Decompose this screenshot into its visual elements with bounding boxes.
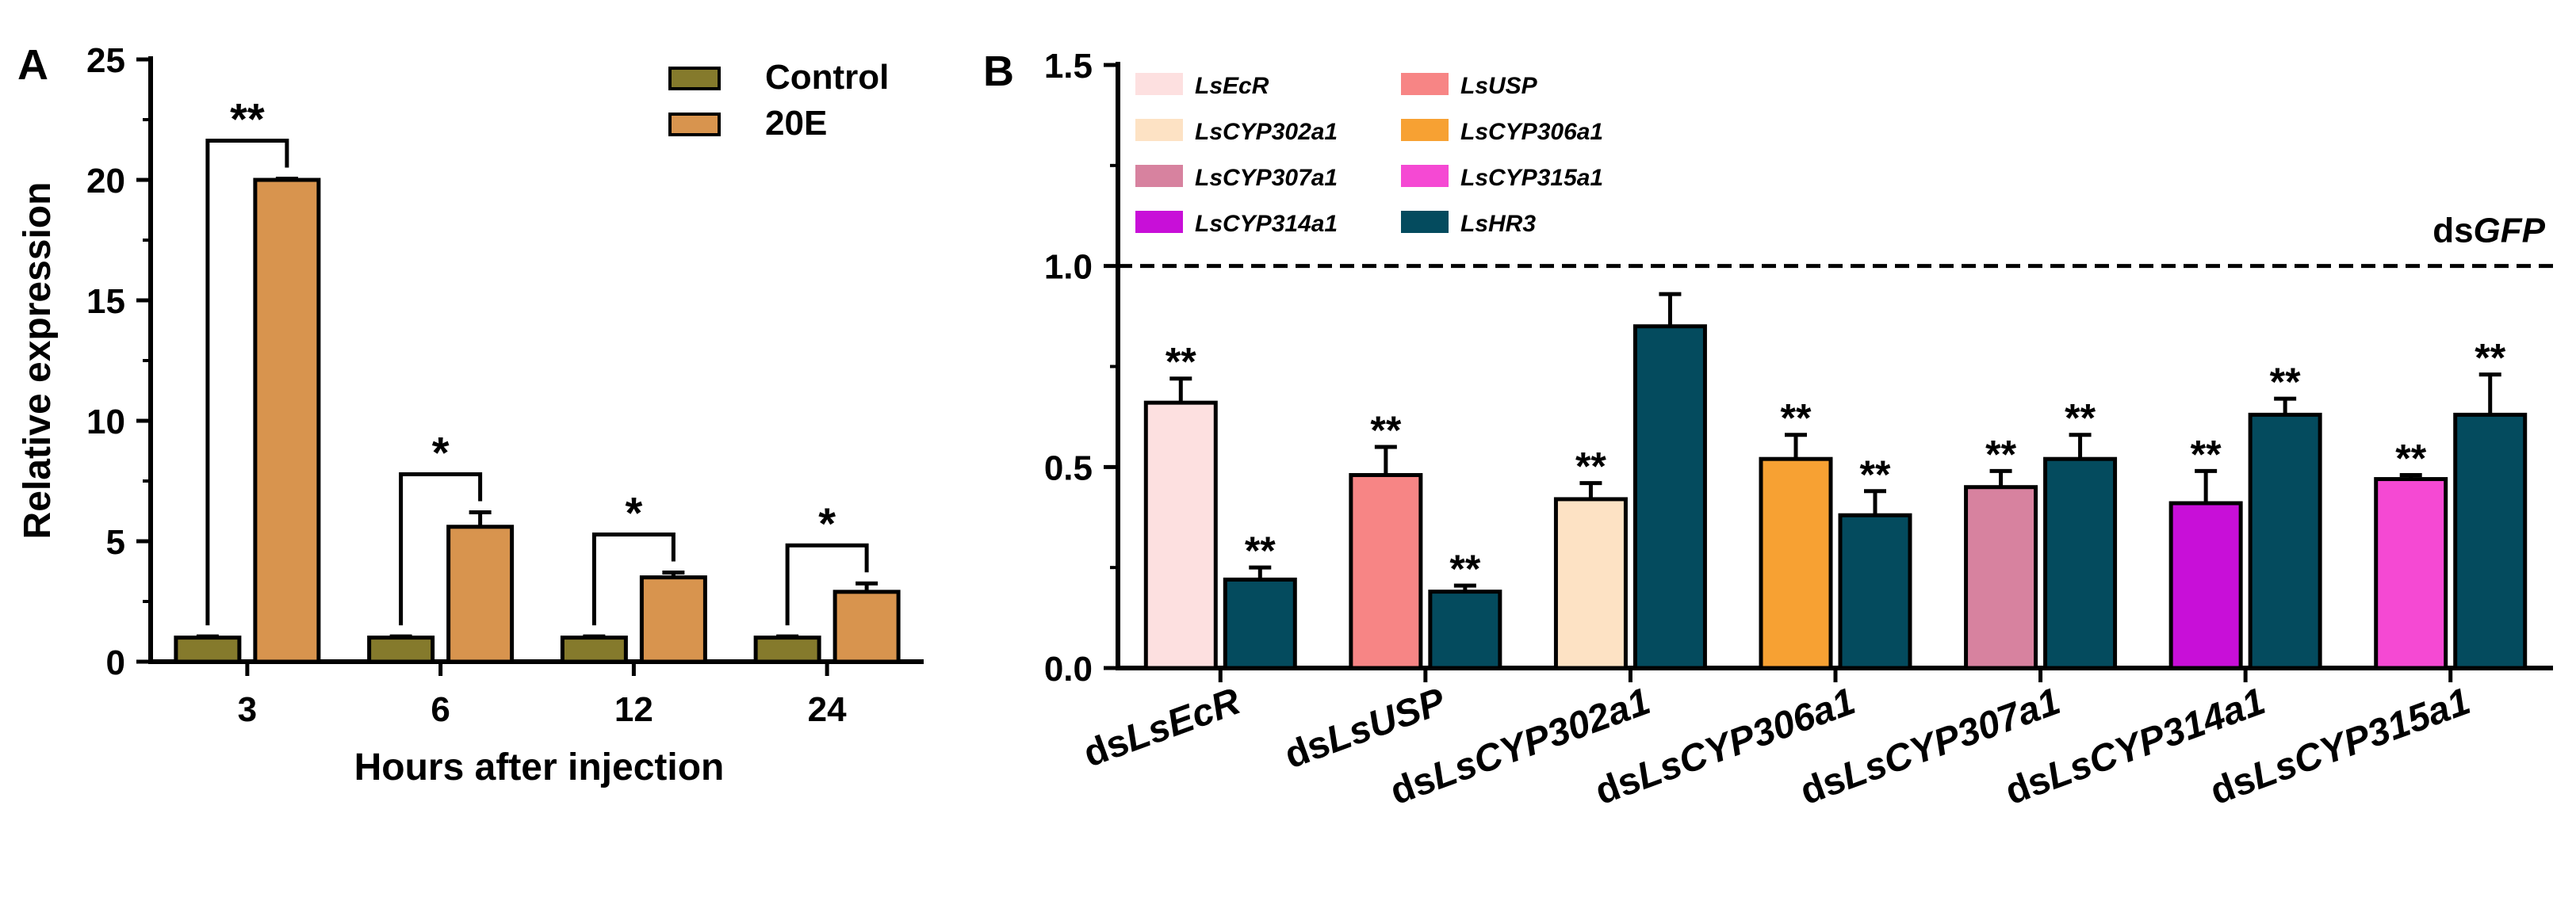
panel-b-y-tick-label: 1.0 <box>1044 248 1093 287</box>
panel-a-significance-bracket <box>399 472 483 626</box>
panel-b-bar-hr3 <box>1223 577 1297 670</box>
panel-b-legend-swatch <box>1401 211 1449 233</box>
panel-a-y-tick-label: 10 <box>86 403 125 441</box>
panel-a-bar-control <box>174 636 242 664</box>
panel-b-bar-target <box>1553 497 1628 670</box>
panel-a-significance-mark: * <box>818 498 836 548</box>
panel-b-legend-swatch <box>1401 165 1449 187</box>
panel-b-significance-hr3: ** <box>2270 360 2301 404</box>
panel-a-bar-control <box>753 636 821 664</box>
panel-b-significance-target: ** <box>2395 436 2426 480</box>
panel-b-legend-label: LsCYP315a1 <box>1460 165 1603 191</box>
panel-b-legend-swatch <box>1135 119 1183 141</box>
panel-b-significance-target: ** <box>2191 432 2222 476</box>
panel-a-bar-20e <box>833 590 901 664</box>
panel-b-significance-hr3: ** <box>2475 336 2505 380</box>
panel-b-bar-target <box>1349 472 1423 670</box>
panel-b-bar-hr3 <box>2248 412 2322 670</box>
panel-a-x-tick-label: 6 <box>431 690 450 729</box>
panel-b-significance-target: ** <box>1985 432 2016 476</box>
panel-b-legend-swatch <box>1135 165 1183 187</box>
panel-a-x-tick-label: 3 <box>238 690 257 729</box>
panel-b-bar-target <box>2168 501 2243 670</box>
panel-a-significance-mark: ** <box>230 94 265 143</box>
panel-b-bar-target <box>1759 456 1833 670</box>
panel-b-legend-label: LsEcR <box>1195 73 1269 99</box>
panel-b-x-tick-label: dsLsEcR <box>1078 680 1246 775</box>
panel-b-legend-label: LsCYP302a1 <box>1195 119 1338 145</box>
panel-a-bar-20e <box>253 178 321 664</box>
panel-a-x-tick-label: 24 <box>808 690 847 729</box>
panel-a-y-tick-label: 0 <box>106 643 125 682</box>
panel-a-y-tick-label: 5 <box>106 523 125 562</box>
panel-b-y-tick-label: 1.5 <box>1044 47 1093 86</box>
panel-b-legend-swatch <box>1401 119 1449 141</box>
panel-b-significance-hr3: ** <box>1449 547 1480 591</box>
panel-a-legend-swatch <box>668 67 721 90</box>
panel-a-bar-20e <box>639 575 707 664</box>
panel-a-y-tick-label: 20 <box>86 162 125 200</box>
panel-b-bar-hr3 <box>2453 412 2528 670</box>
panel-a-legend-swatch <box>668 113 721 136</box>
panel-a-ylabel: Relative expression <box>17 182 59 540</box>
panel-a-y-tick-label: 25 <box>86 41 125 80</box>
panel-a-xlabel: Hours after injection <box>354 746 725 788</box>
panel-b-bar-target <box>1143 400 1218 670</box>
panel-a-significance-bracket <box>591 533 676 626</box>
panel-b-legend-label: LsHR3 <box>1460 211 1536 237</box>
panel-b-significance-target: ** <box>1575 445 1606 489</box>
panel-b-y-tick-label: 0.0 <box>1044 650 1093 689</box>
panel-a-bar-control <box>367 636 435 664</box>
panel-b-bar-target <box>2374 477 2448 670</box>
panel-b-reference-label: dsGFP <box>2432 212 2545 250</box>
panel-b-label: B <box>983 48 1014 95</box>
panel-b-bar-hr3 <box>1632 324 1707 670</box>
panel-b-legend-label: LsCYP306a1 <box>1460 119 1603 145</box>
panel-a-significance-bracket <box>785 543 869 626</box>
panel-a-legend-label: Control <box>765 58 889 97</box>
panel-b-y-tick-label: 0.5 <box>1044 449 1093 487</box>
panel-a-x-tick-label: 12 <box>614 690 653 729</box>
panel-b-bar-hr3 <box>2043 456 2118 670</box>
panel-a-significance-bracket <box>205 138 289 626</box>
panel-b-chart: 0.0 0.5 1.0 1.5 dsGFP LsEcR LsUSP LsCYP302a1 LsC… <box>1044 47 2553 813</box>
panel-b-significance-hr3: ** <box>1860 452 1891 497</box>
panel-b-legend-swatch <box>1135 73 1183 95</box>
panel-b-legend-swatch <box>1401 73 1449 95</box>
panel-a-legend-label: 20E <box>765 104 827 143</box>
panel-a-bar-control <box>560 636 628 664</box>
panel-b-legend-swatch <box>1135 211 1183 233</box>
panel-b-legend-label: LsCYP314a1 <box>1195 211 1338 237</box>
panel-a-bar-20e <box>446 525 515 664</box>
panel-b-bar-target <box>1964 485 2038 670</box>
panel-b-significance-target: ** <box>1781 396 1812 441</box>
panel-a-y-tick-label: 15 <box>86 282 125 321</box>
panel-a-chart: 0 5 10 15 20 25 3 ** 6 * 12 * 24 * Control 20E <box>86 41 924 729</box>
panel-b-legend-label: LsUSP <box>1460 73 1538 99</box>
panel-a-significance-mark: * <box>625 488 642 538</box>
panel-b-significance-target: ** <box>1370 408 1401 452</box>
panel-b-bar-hr3 <box>1428 590 1502 670</box>
panel-b-significance-hr3: ** <box>1245 529 1276 573</box>
panel-b-bar-hr3 <box>1838 513 1912 670</box>
panel-b-significance-target: ** <box>1166 340 1196 384</box>
panel-a-significance-mark: * <box>432 428 450 478</box>
panel-b-legend-label: LsCYP307a1 <box>1195 165 1338 191</box>
panel-a-label: A <box>17 41 48 89</box>
panel-b-significance-hr3: ** <box>2065 396 2096 441</box>
